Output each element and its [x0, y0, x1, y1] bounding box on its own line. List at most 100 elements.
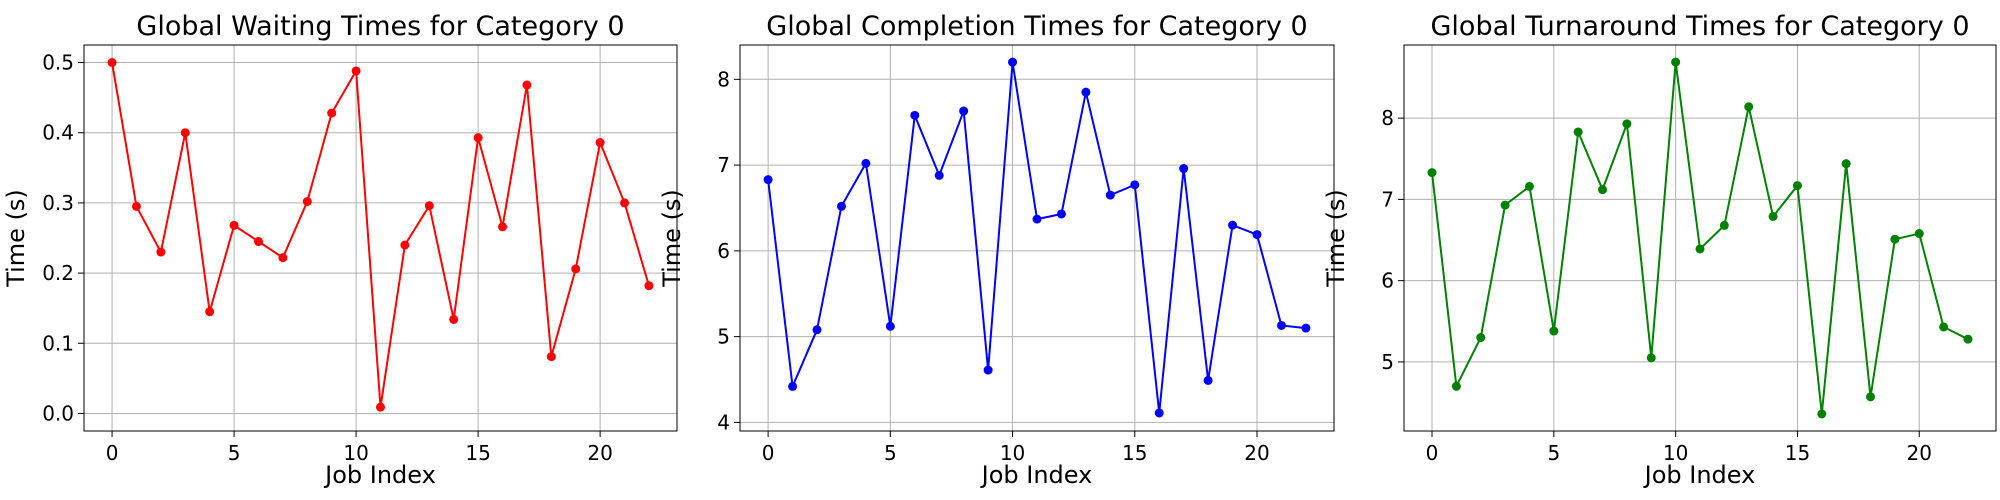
series-line [1431, 61, 1969, 415]
data-point [400, 240, 410, 250]
data-point [522, 80, 532, 90]
data-point [1008, 57, 1018, 67]
y-axis-label: Time (s) [1322, 189, 1350, 288]
data-point [1646, 353, 1656, 363]
data-point [376, 402, 385, 412]
data-point [1476, 333, 1486, 343]
data-point [229, 220, 239, 230]
data-point [1598, 185, 1608, 195]
data-point [910, 110, 920, 120]
data-point [1792, 181, 1802, 191]
data-point [763, 175, 773, 185]
x-tick-label: 0 [1426, 441, 1439, 465]
plot-frame [1403, 44, 1997, 432]
chart-panel-3: 0 5 10 15 20 5 6 7 8 Global Turnaround Times for … [1322, 11, 1997, 489]
data-point [546, 352, 556, 362]
data-point [107, 58, 117, 68]
x-tick-label: 10 [1000, 441, 1025, 465]
chart-title: Global Completion Times for Category 0 [766, 11, 1307, 42]
data-point [1451, 381, 1461, 391]
data-point [1841, 159, 1851, 169]
data-point [1427, 168, 1437, 178]
data-point [278, 253, 288, 263]
data-point [156, 247, 166, 257]
data-point [1228, 220, 1238, 230]
data-point [1252, 230, 1262, 240]
x-tick-label: 5 [228, 441, 241, 465]
data-point [1866, 392, 1876, 402]
data-point [595, 138, 605, 148]
chart-title: Global Turnaround Times for Category 0 [1431, 11, 1970, 42]
data-point [1622, 119, 1632, 129]
data-point [1105, 190, 1115, 200]
series-line [767, 62, 1306, 414]
data-point [788, 381, 798, 391]
chart-title: Global Waiting Times for Category 0 [136, 11, 624, 42]
data-point [1081, 87, 1091, 97]
data-point [983, 365, 993, 375]
x-axis-label: Job Index [980, 461, 1093, 489]
data-point [1695, 244, 1705, 254]
y-tick-label: 6 [717, 239, 730, 263]
data-point [1817, 409, 1827, 419]
data-point [885, 321, 895, 331]
plot-frame [739, 44, 1335, 432]
data-point [1573, 127, 1583, 137]
y-tick-label: 5 [1381, 350, 1394, 374]
data-point [253, 237, 263, 247]
y-tick-label: 0.2 [42, 261, 74, 285]
x-tick-label: 20 [587, 441, 612, 465]
x-tick-label: 5 [884, 441, 897, 465]
y-tick-label: 0.0 [42, 401, 74, 425]
data-point [1524, 181, 1534, 191]
data-point [1276, 320, 1286, 330]
data-point [180, 128, 190, 138]
data-point [1032, 214, 1042, 224]
data-point [1890, 234, 1900, 244]
chart-panel-1: 0 5 10 15 20 0.0 0.1 0.2 0.3 0.4 0.5 Global Waiting… [2, 11, 678, 489]
y-tick-label: 0.5 [42, 51, 74, 75]
data-point [1671, 57, 1681, 67]
data-point [1719, 220, 1729, 230]
data-point [644, 281, 654, 291]
data-point [1744, 102, 1754, 112]
data-point [1203, 375, 1213, 385]
x-axis-label: Job Index [1643, 461, 1756, 489]
x-tick-label: 0 [762, 441, 775, 465]
y-tick-label: 0.4 [42, 121, 74, 145]
data-point [351, 66, 361, 76]
data-point [934, 170, 944, 180]
data-point [1056, 209, 1066, 219]
x-tick-label: 10 [1663, 441, 1688, 465]
data-point [1154, 408, 1164, 418]
x-tick-label: 20 [1907, 441, 1932, 465]
y-tick-label: 7 [1381, 187, 1394, 211]
plot-frame [83, 44, 678, 432]
y-tick-label: 0.3 [42, 191, 74, 215]
data-point [424, 201, 434, 211]
series-line [111, 62, 650, 408]
y-tick-label: 4 [717, 410, 730, 434]
x-tick-label: 20 [1244, 441, 1269, 465]
x-tick-label: 15 [1122, 441, 1147, 465]
data-point [1179, 164, 1189, 174]
data-point [1301, 323, 1311, 333]
y-tick-label: 8 [717, 67, 730, 91]
y-axis-label: Time (s) [2, 189, 30, 288]
data-point [836, 201, 846, 211]
x-tick-label: 15 [465, 441, 490, 465]
data-point [1914, 229, 1924, 239]
data-point [1130, 180, 1140, 190]
data-point [327, 108, 337, 118]
data-point [449, 314, 459, 324]
data-point [1768, 211, 1778, 221]
data-point [1549, 326, 1559, 336]
y-tick-label: 7 [717, 153, 730, 177]
x-tick-label: 0 [106, 441, 119, 465]
y-axis-label: Time (s) [658, 189, 686, 288]
y-tick-label: 5 [717, 325, 730, 349]
y-tick-label: 8 [1381, 106, 1394, 130]
data-point [302, 197, 312, 207]
data-point [1500, 200, 1510, 210]
